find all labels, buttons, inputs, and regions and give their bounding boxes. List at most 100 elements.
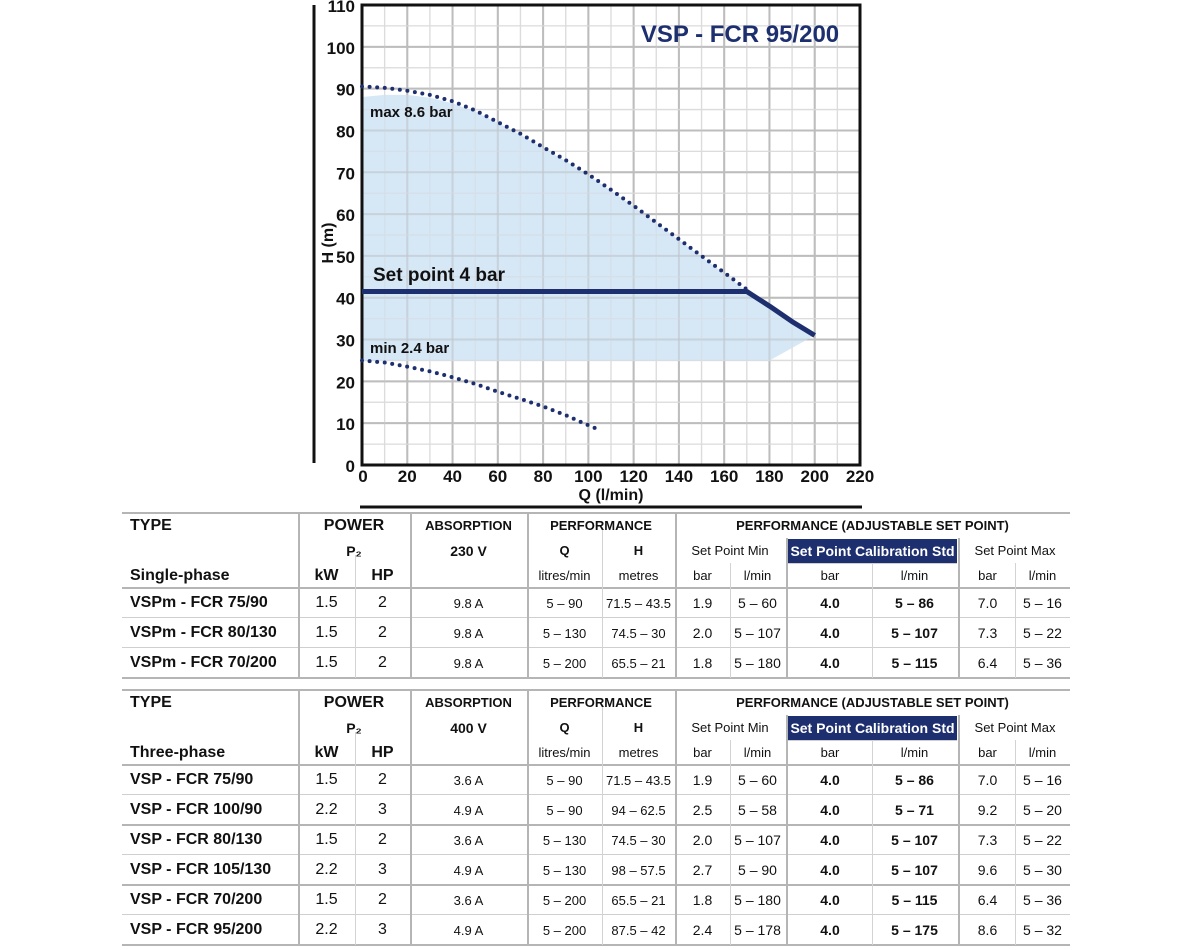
table-cell-hp: 2 bbox=[378, 594, 387, 611]
table-cell-maxl: 5 – 16 bbox=[1023, 595, 1062, 611]
table-cell-q: 5 – 200 bbox=[542, 892, 587, 908]
y-tick-label: 60 bbox=[336, 206, 355, 225]
table-cell-minbar: 1.9 bbox=[692, 595, 713, 611]
y-tick-label: 100 bbox=[327, 39, 355, 58]
row-divider bbox=[122, 677, 1070, 679]
table-cell-q: 5 – 200 bbox=[542, 922, 587, 938]
y-tick-label: 50 bbox=[336, 248, 355, 267]
table-cell-minl: 5 – 180 bbox=[734, 892, 781, 908]
table-cell-maxl: 5 – 32 bbox=[1023, 922, 1062, 938]
y-tick-label: 40 bbox=[336, 290, 355, 309]
table-cell-kw: 1.5 bbox=[315, 624, 338, 641]
table-cell-maxl: 5 – 16 bbox=[1023, 772, 1062, 788]
table-cell-stdbar: 4.0 bbox=[820, 802, 840, 818]
performance-header: PERFORMANCE bbox=[550, 695, 652, 710]
x-tick-label: 180 bbox=[755, 467, 783, 486]
chart-title: VSP - FCR 95/200 bbox=[641, 21, 839, 48]
table-cell-abs: 3.6 A bbox=[453, 892, 484, 908]
table-cell-type: VSP - FCR 105/130 bbox=[130, 861, 272, 878]
table-cell-stdbar: 4.0 bbox=[820, 832, 840, 848]
column-divider bbox=[298, 513, 300, 678]
column-divider bbox=[298, 690, 300, 945]
table-cell-stdbar: 4.0 bbox=[820, 772, 840, 788]
column-divider bbox=[355, 555, 356, 678]
std-lmin-header: l/min bbox=[900, 745, 929, 760]
x-tick-label: 100 bbox=[574, 467, 602, 486]
h-header: H bbox=[633, 720, 644, 735]
voltage-header: 400 V bbox=[450, 719, 487, 736]
table-cell-type: VSP - FCR 75/90 bbox=[130, 771, 254, 788]
table-cell-minl: 5 – 107 bbox=[734, 625, 781, 641]
row-divider bbox=[122, 914, 1070, 915]
min-lmin-header: l/min bbox=[743, 568, 772, 583]
x-tick-label: 120 bbox=[619, 467, 647, 486]
table-cell-minbar: 2.4 bbox=[692, 922, 713, 938]
table-cell-maxl: 5 – 22 bbox=[1023, 832, 1062, 848]
table-cell-stdl: 5 – 175 bbox=[891, 922, 938, 938]
y-tick-label: 20 bbox=[336, 373, 355, 392]
three-phase-table: Set Point Calibration Std TYPE POWER ABSORP… bbox=[122, 689, 1070, 946]
set-point-min-header: Set Point Min bbox=[691, 543, 769, 558]
table-cell-minbar: 2.7 bbox=[692, 862, 713, 878]
curve-min-2-4-bar bbox=[360, 358, 600, 431]
table-cell-q: 5 – 130 bbox=[542, 832, 587, 848]
min-bar-header: bar bbox=[693, 568, 712, 583]
table-cell-hp: 2 bbox=[378, 654, 387, 671]
table-cell-h: 94 – 62.5 bbox=[611, 802, 666, 818]
table-cell-kw: 1.5 bbox=[315, 831, 338, 848]
set-point-std-header: Set Point Calibration Std bbox=[788, 716, 957, 740]
operating-range-area bbox=[362, 94, 815, 361]
table-cell-type: VSP - FCR 70/200 bbox=[130, 891, 263, 908]
header-bottom-border bbox=[122, 587, 1070, 589]
y-tick-label: 90 bbox=[336, 81, 355, 100]
table-cell-abs: 9.8 A bbox=[453, 655, 484, 671]
table-cell-type: VSPm - FCR 75/90 bbox=[130, 594, 268, 611]
table-cell-stdl: 5 – 71 bbox=[895, 802, 934, 818]
max-lmin-header: l/min bbox=[1028, 745, 1057, 760]
table-cell-maxbar: 7.3 bbox=[977, 832, 998, 848]
column-divider bbox=[872, 740, 873, 945]
power-header: POWER bbox=[323, 516, 385, 534]
y-axis-label: H (m) bbox=[320, 223, 337, 264]
table-cell-type: VSPm - FCR 70/200 bbox=[130, 654, 277, 671]
pump-curve-chart: 0 10 20 30 40 50 60 70 80 90 100 110 0 20 40 60 80 100 12… bbox=[312, 0, 874, 509]
table-cell-abs: 3.6 A bbox=[453, 772, 484, 788]
table-cell-minl: 5 – 60 bbox=[738, 772, 777, 788]
table-cell-hp: 2 bbox=[378, 891, 387, 908]
column-divider bbox=[602, 530, 603, 678]
table-cell-maxbar: 9.2 bbox=[977, 802, 998, 818]
column-divider bbox=[872, 563, 873, 678]
table-cell-maxbar: 6.4 bbox=[977, 655, 998, 671]
x-tick-label: 20 bbox=[398, 467, 417, 486]
table-cell-stdbar: 4.0 bbox=[820, 922, 840, 938]
table-cell-maxl: 5 – 30 bbox=[1023, 862, 1062, 878]
table-cell-type: VSP - FCR 95/200 bbox=[130, 921, 263, 938]
row-divider bbox=[122, 617, 1070, 618]
table-top-border bbox=[122, 512, 1070, 514]
table-cell-kw: 2.2 bbox=[315, 861, 338, 878]
type-header: TYPE bbox=[130, 516, 172, 534]
table-cell-minbar: 2.0 bbox=[692, 625, 713, 641]
row-divider bbox=[122, 647, 1070, 648]
x-tick-label: 140 bbox=[665, 467, 693, 486]
adjustable-header: PERFORMANCE (ADJUSTABLE SET POINT) bbox=[736, 518, 1009, 533]
table-cell-abs: 3.6 A bbox=[453, 832, 484, 848]
table-cell-stdl: 5 – 107 bbox=[891, 862, 938, 878]
table-cell-minl: 5 – 58 bbox=[738, 802, 777, 818]
row-divider bbox=[122, 824, 1070, 826]
plot-frame bbox=[360, 3, 862, 467]
min-lmin-header: l/min bbox=[743, 745, 772, 760]
column-divider bbox=[958, 715, 960, 945]
table-cell-minl: 5 – 178 bbox=[734, 922, 781, 938]
column-divider bbox=[675, 513, 677, 678]
hp-header: HP bbox=[371, 566, 394, 584]
type-header: TYPE bbox=[130, 693, 172, 711]
annotation-max: max 8.6 bar bbox=[370, 104, 453, 121]
min-bar-header: bar bbox=[693, 745, 712, 760]
table-cell-hp: 2 bbox=[378, 624, 387, 641]
column-divider bbox=[527, 513, 529, 678]
table-cell-maxbar: 7.0 bbox=[977, 595, 998, 611]
table-cell-minl: 5 – 107 bbox=[734, 832, 781, 848]
absorption-header: ABSORPTION bbox=[425, 695, 512, 710]
header-bottom-border bbox=[122, 764, 1070, 766]
